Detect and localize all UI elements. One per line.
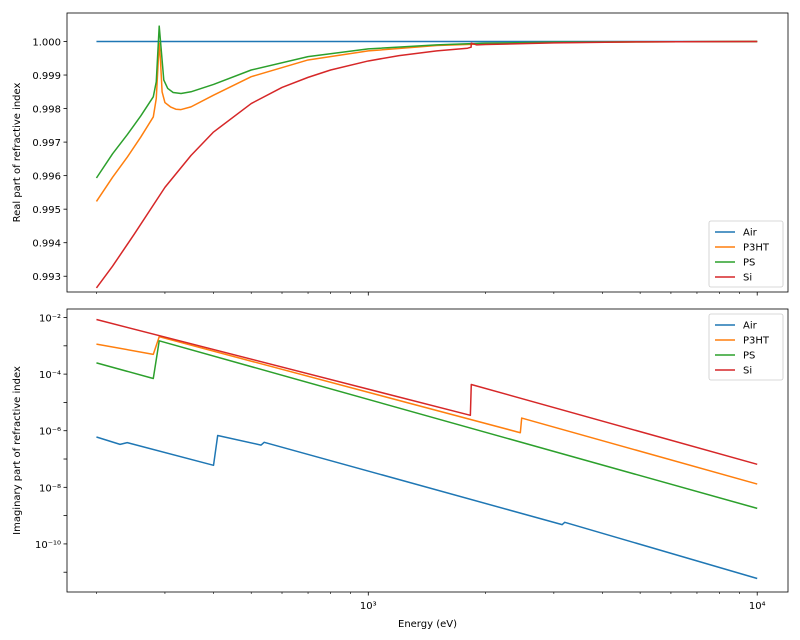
- y-tick-label: 0.996: [32, 172, 61, 183]
- y-tick-label: 0.998: [32, 105, 61, 116]
- x-axis-label: Energy (eV): [398, 619, 457, 630]
- imaginary-part-series-line-ps: [96, 340, 758, 510]
- real-part-series-line-si: [95, 40, 758, 289]
- imaginary-part-series-line-p3ht: [96, 335, 758, 485]
- real-part-legend-label: Si: [743, 273, 752, 284]
- y-tick-label: 1.000: [32, 38, 61, 49]
- imaginary-part-plot-area: [96, 318, 758, 580]
- y-tick-label: 0.997: [32, 138, 61, 149]
- real-part-legend-label: PS: [743, 258, 755, 269]
- imaginary-part-axes: 10³ 10⁴ 10⁻¹⁰ 10⁻⁸ 10⁻⁶ 10⁻⁴ 10⁻² Imaginary pa…: [12, 308, 789, 630]
- real-part-legend-frame: [708, 220, 784, 288]
- real-part-legend: Air P3HT PS Si: [708, 220, 784, 288]
- real-part-axes-frame: [66, 12, 789, 293]
- real-part-series-line-ps: [95, 25, 758, 179]
- y-tick-label: 0.995: [32, 205, 61, 216]
- real-part-legend-label: P3HT: [743, 243, 770, 254]
- imaginary-part-legend-label: Si: [743, 366, 752, 377]
- y-tick-label: 10⁻²: [39, 314, 61, 325]
- y-tick-label: 0.994: [32, 239, 61, 250]
- real-part-legend-label: Air: [743, 228, 758, 239]
- imaginary-part-legend-label: P3HT: [743, 336, 770, 347]
- imaginary-part-legend-frame: [708, 313, 784, 381]
- y-tick-label: 10⁻⁶: [39, 427, 61, 438]
- imaginary-part-series-line-air: [96, 434, 758, 580]
- y-tick-label: 0.999: [32, 71, 61, 82]
- imaginary-part-legend-label: PS: [743, 351, 755, 362]
- imaginary-part-ticks: 10³ 10⁴ 10⁻¹⁰ 10⁻⁸ 10⁻⁶ 10⁻⁴ 10⁻²: [35, 314, 766, 612]
- y-tick-label: 10⁻⁴: [39, 370, 61, 381]
- y-tick-label: 10⁻¹⁰: [35, 540, 61, 551]
- imaginary-part-series-line-si: [96, 318, 758, 466]
- x-tick-label: 10³: [360, 601, 377, 612]
- real-part-y-axis-label: Real part of refractive index: [12, 82, 23, 222]
- imaginary-part-legend: Air P3HT PS Si: [708, 313, 784, 381]
- real-part-plot-area: [95, 25, 758, 289]
- y-tick-label: 0.993: [32, 272, 61, 283]
- real-part-axes: 0.993 0.994 0.995 0.996 0.997 0.998 0.999 1.000…: [12, 12, 789, 296]
- imaginary-part-y-axis-label: Imaginary part of refractive index: [12, 366, 23, 535]
- imaginary-part-axes-frame: [66, 308, 789, 593]
- y-tick-label: 10⁻⁸: [39, 483, 61, 494]
- imaginary-part-legend-label: Air: [743, 321, 758, 332]
- real-part-ticks: 0.993 0.994 0.995 0.996 0.997 0.998 0.999 1.000: [32, 38, 758, 296]
- x-tick-label: 10⁴: [749, 601, 766, 612]
